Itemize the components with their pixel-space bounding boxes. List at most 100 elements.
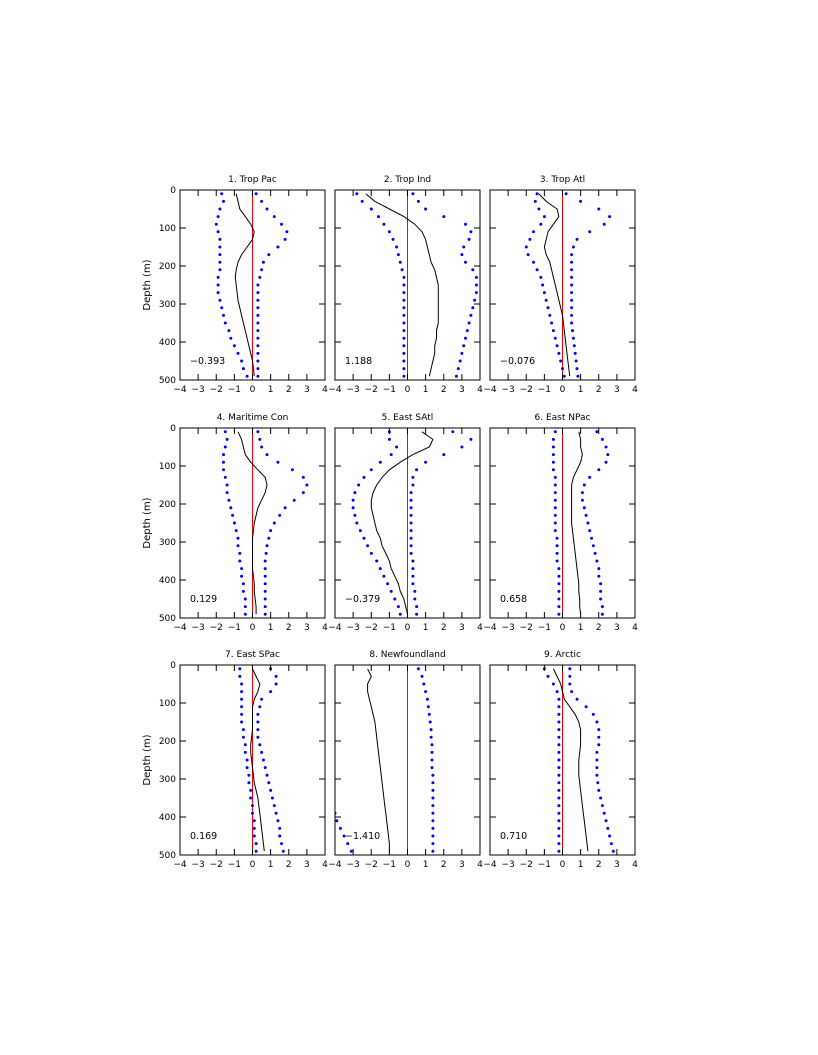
x-tick-label: 1 xyxy=(423,385,429,395)
upper-bound-series xyxy=(256,430,309,616)
y-tick-label: 500 xyxy=(159,614,176,624)
upper-bound-point xyxy=(474,283,478,287)
x-tick-label: 2 xyxy=(441,623,447,633)
lower-bound-point xyxy=(395,445,399,449)
upper-bound-point xyxy=(428,720,432,724)
lower-bound-point xyxy=(351,506,355,510)
lower-bound-point xyxy=(236,351,240,355)
lower-bound-point xyxy=(351,498,355,502)
y-tick-label: 400 xyxy=(159,813,176,823)
y-axis-label: Depth (m) xyxy=(142,259,153,310)
upper-bound-point xyxy=(263,589,267,593)
lower-bound-point xyxy=(533,199,537,203)
lower-bound-series xyxy=(330,721,353,853)
upper-bound-point xyxy=(464,222,467,226)
upper-bound-point xyxy=(570,283,574,287)
lower-bound-point xyxy=(528,237,532,241)
panel-value-label: 0.658 xyxy=(500,594,527,605)
upper-bound-point xyxy=(471,268,475,272)
upper-bound-point xyxy=(269,788,273,792)
lower-bound-point xyxy=(357,483,361,487)
upper-bound-point xyxy=(611,849,615,853)
panel-value-label: −1.410 xyxy=(345,831,380,842)
lower-bound-point xyxy=(223,321,227,325)
lower-bound-point xyxy=(222,313,225,317)
upper-bound-point xyxy=(256,351,260,355)
upper-bound-point xyxy=(256,329,260,333)
lower-bound-point xyxy=(562,374,566,378)
x-tick-label: 0 xyxy=(405,623,411,633)
x-tick-label: −3 xyxy=(501,623,514,633)
lower-bound-point xyxy=(402,359,406,363)
x-tick-label: 0 xyxy=(405,860,411,870)
y-tick-label: 200 xyxy=(159,262,176,272)
panel-3: −4 −3 −2 −1 0 1 2 3 4 3. Trop Atl −0.076 xyxy=(483,175,638,395)
lower-bound-point xyxy=(378,460,382,464)
upper-bound-point xyxy=(431,849,435,853)
x-tick-label: 2 xyxy=(286,860,292,870)
upper-bound-point xyxy=(570,253,574,257)
lower-bound-point xyxy=(358,529,362,533)
upper-bound-point xyxy=(570,306,574,310)
lower-bound-point xyxy=(537,207,541,211)
lower-bound-point xyxy=(223,445,227,449)
lower-bound-point xyxy=(557,811,561,815)
upper-bound-point xyxy=(424,690,428,694)
lower-bound-point xyxy=(251,804,254,808)
lower-bound-point xyxy=(539,222,543,226)
upper-bound-point xyxy=(574,359,578,363)
lower-bound-point xyxy=(548,313,552,317)
lower-bound-point xyxy=(532,260,535,264)
panel-title: 9. Arctic xyxy=(544,650,581,660)
upper-bound-point xyxy=(411,567,415,571)
x-tick-label: −2 xyxy=(520,860,533,870)
x-tick-label: 3 xyxy=(304,385,310,395)
lower-bound-point xyxy=(398,260,402,264)
upper-bound-point xyxy=(256,321,260,325)
lower-bound-point xyxy=(223,475,227,479)
upper-bound-point xyxy=(576,374,580,378)
lower-bound-point xyxy=(557,589,561,593)
upper-bound-point xyxy=(281,849,285,853)
panel-value-label: −0.379 xyxy=(345,594,380,605)
upper-bound-point xyxy=(272,804,276,808)
lower-bound-point xyxy=(402,321,406,325)
upper-bound-point xyxy=(265,453,269,457)
upper-bound-point xyxy=(256,735,260,739)
lower-bound-point xyxy=(561,367,564,371)
lower-bound-point xyxy=(544,298,548,302)
lower-bound-point xyxy=(557,720,561,724)
y-tick-label: 300 xyxy=(159,300,176,310)
panel-8: −4 −3 −2 −1 0 1 2 3 4 8. Newfoundland −1.410 xyxy=(328,650,483,870)
upper-bound-point xyxy=(260,199,264,203)
lower-bound-point xyxy=(330,721,333,724)
upper-bound-point xyxy=(431,781,435,785)
lower-bound-point xyxy=(557,826,561,830)
upper-bound-point xyxy=(575,367,579,371)
upper-bound-point xyxy=(283,237,287,241)
upper-bound-point xyxy=(427,712,431,716)
lower-bound-point xyxy=(557,728,561,732)
upper-bound-point xyxy=(411,559,415,563)
upper-bound-point xyxy=(283,506,287,510)
upper-bound-point xyxy=(254,192,258,196)
upper-bound-point xyxy=(263,574,267,578)
lower-bound-point xyxy=(400,268,404,272)
mean-profile-line xyxy=(234,193,255,377)
upper-bound-point xyxy=(263,605,267,609)
lower-bound-point xyxy=(241,582,245,586)
x-tick-label: −1 xyxy=(228,623,241,633)
upper-bound-point xyxy=(570,298,574,302)
x-tick-label: 3 xyxy=(304,623,310,633)
lower-bound-point xyxy=(218,298,222,302)
upper-bound-point xyxy=(599,582,603,586)
lower-bound-series xyxy=(238,667,258,853)
x-tick-label: 2 xyxy=(286,623,292,633)
upper-bound-point xyxy=(270,796,274,800)
upper-bound-point xyxy=(258,437,262,441)
lower-bound-point xyxy=(366,544,370,548)
upper-bound-point xyxy=(467,237,471,241)
upper-bound-point xyxy=(568,682,572,686)
mean-profile-line xyxy=(250,668,265,852)
lower-bound-point xyxy=(227,329,231,333)
